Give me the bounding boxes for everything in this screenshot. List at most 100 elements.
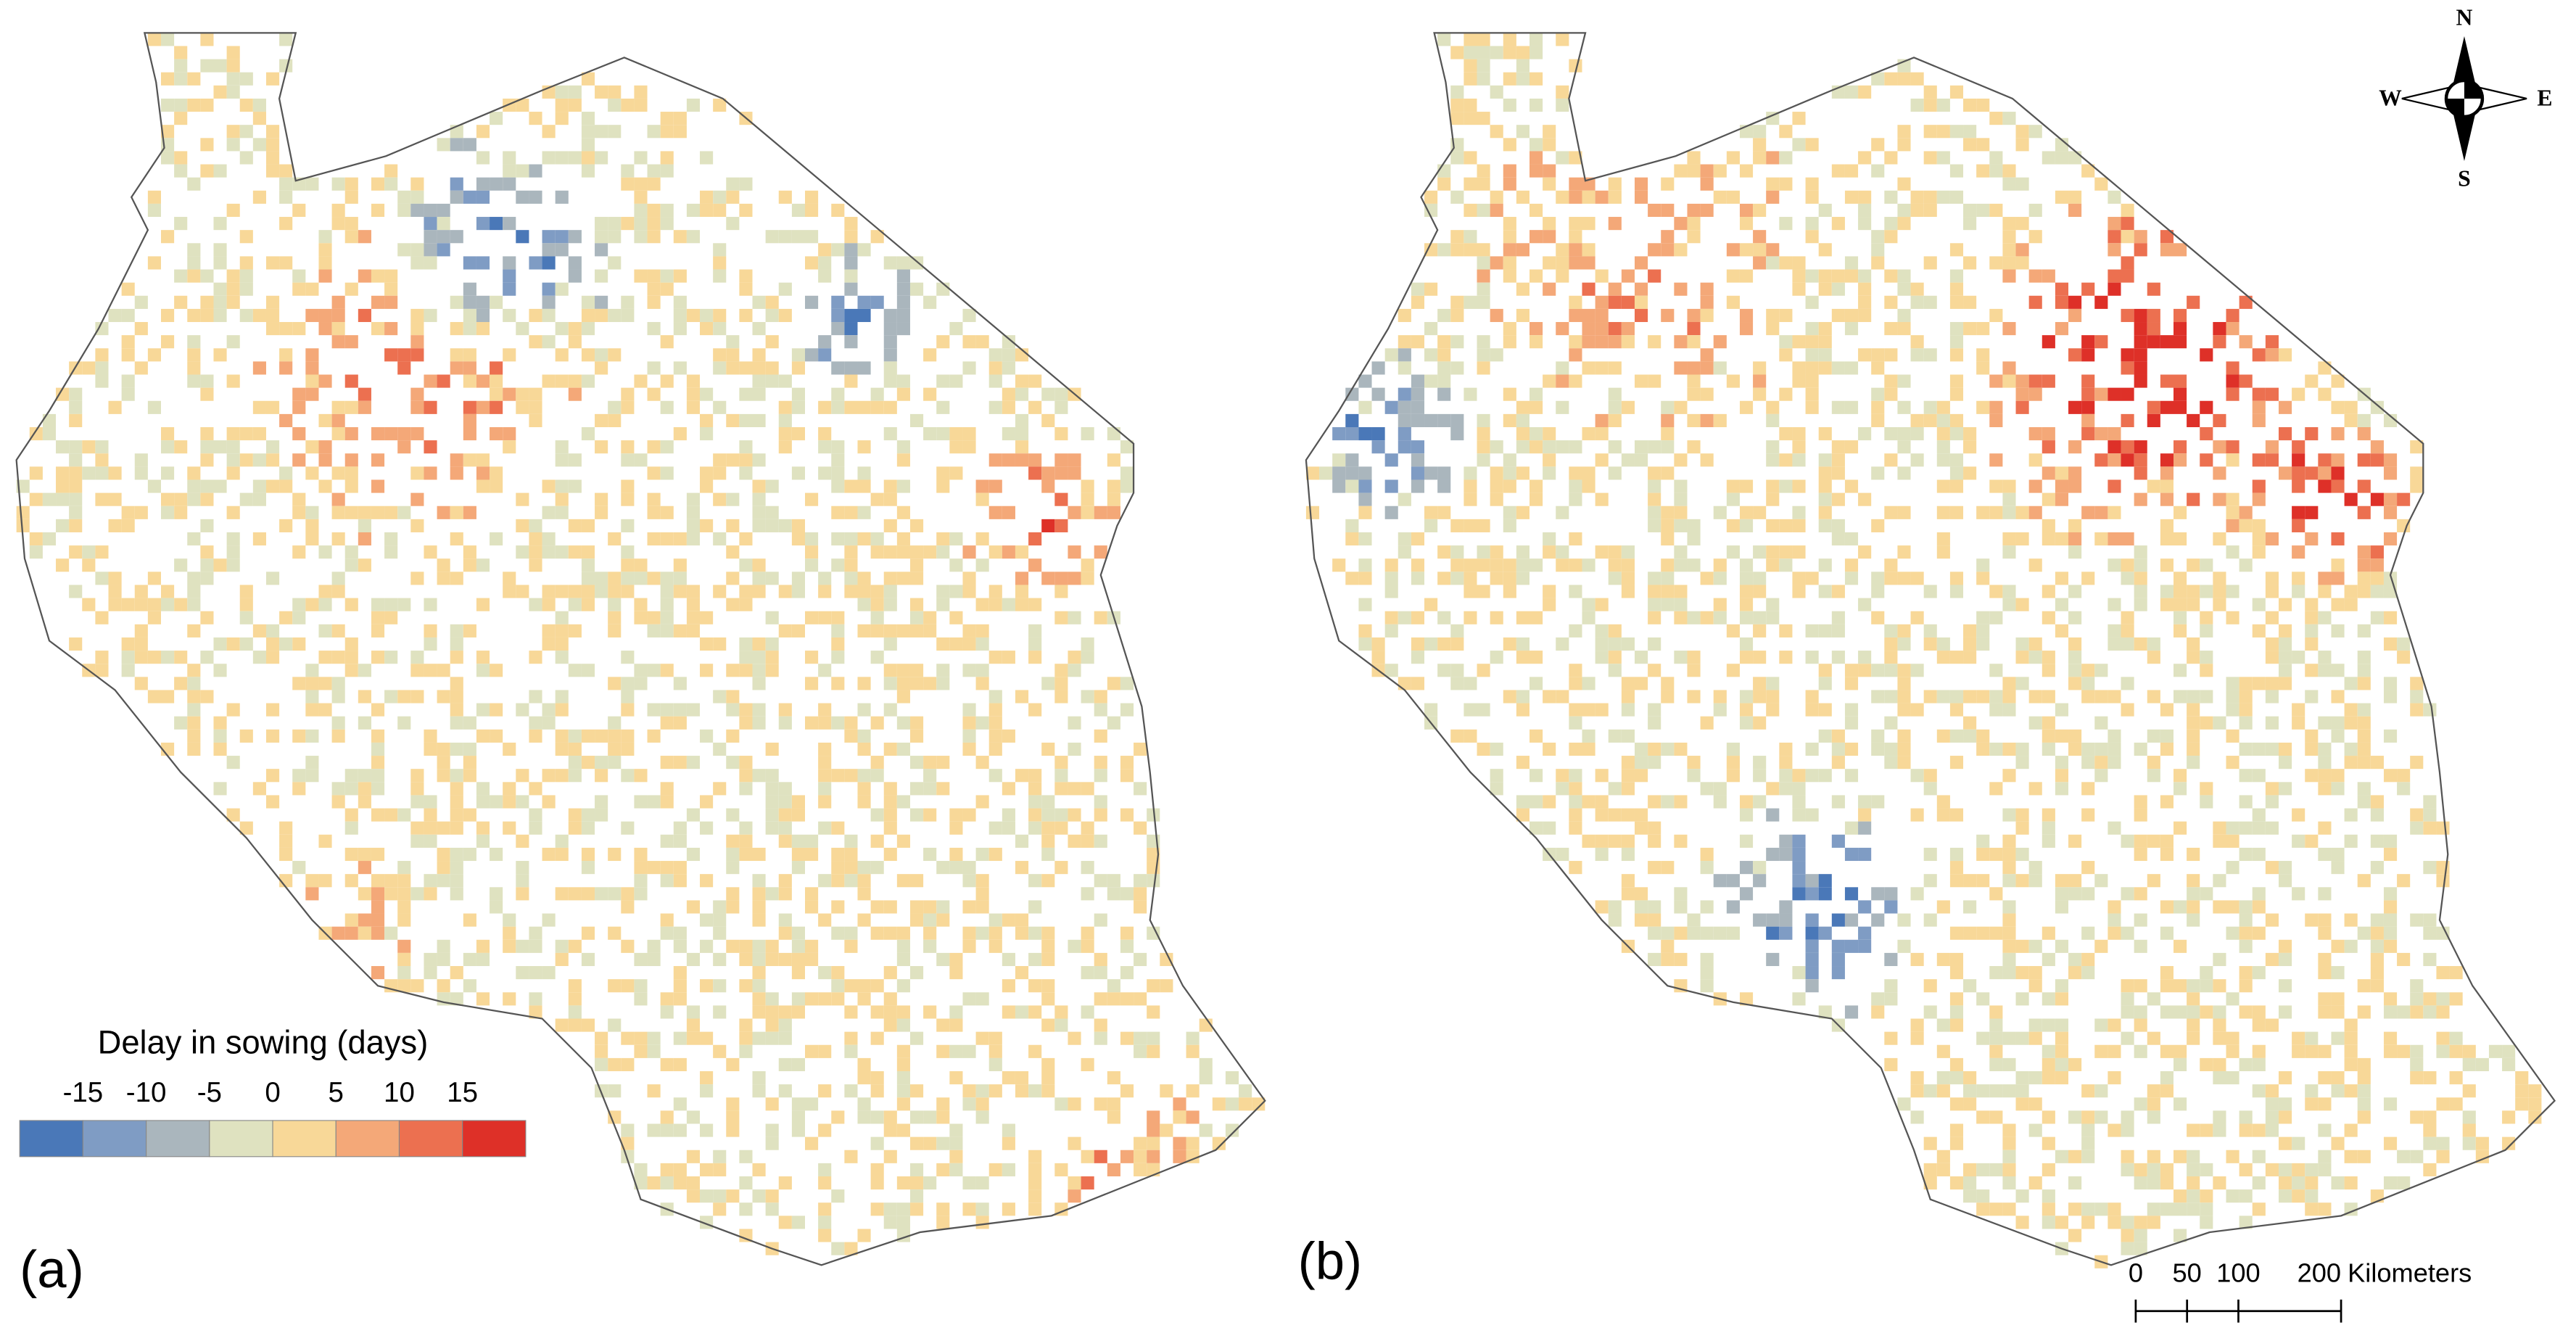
raster-cell (1844, 85, 1859, 99)
raster-cell (2147, 1097, 2160, 1111)
raster-cell (1569, 230, 1582, 244)
raster-cell (818, 1229, 832, 1242)
raster-cell (2121, 1229, 2134, 1242)
raster-cell (2423, 1071, 2437, 1085)
raster-cell (1831, 939, 1845, 953)
raster-cell (542, 545, 556, 559)
raster-cell (673, 939, 687, 953)
raster-cell (1674, 519, 1688, 532)
raster-cell (1147, 1150, 1160, 1163)
raster-cell (1358, 637, 1372, 651)
raster-cell (2068, 519, 2082, 532)
raster-cell (555, 98, 569, 112)
raster-cell (2042, 716, 2055, 730)
raster-cell (2239, 742, 2253, 756)
raster-cell (2318, 1163, 2332, 1176)
raster-cell (949, 585, 963, 598)
raster-cell (765, 795, 779, 809)
raster-cell (1897, 269, 1911, 283)
raster-cell (555, 374, 569, 388)
raster-cell (344, 374, 358, 388)
raster-cell (2370, 453, 2384, 467)
legend-swatch (462, 1120, 527, 1158)
raster-cell (463, 361, 476, 375)
raster-cell (673, 992, 687, 1006)
raster-cell (265, 400, 280, 414)
raster-cell (1134, 782, 1147, 796)
raster-cell (1107, 1110, 1120, 1124)
raster-cell (318, 269, 332, 283)
raster-cell (318, 440, 332, 454)
raster-cell (923, 387, 937, 401)
raster-cell (2226, 585, 2239, 598)
raster-cell (1700, 782, 1714, 796)
raster-cell (318, 598, 332, 611)
raster-cell (1608, 664, 1622, 677)
raster-cell (949, 558, 963, 572)
raster-cell (2200, 1057, 2213, 1071)
raster-cell (2121, 348, 2134, 362)
raster-cell (1871, 256, 1885, 270)
raster-cell (1949, 466, 1964, 480)
raster-cell (818, 742, 832, 756)
raster-cell (358, 782, 371, 796)
raster-cell (1779, 900, 1793, 914)
raster-cell (2278, 742, 2292, 756)
raster-cell (2305, 1097, 2319, 1111)
raster-cell (424, 217, 437, 231)
raster-cell (949, 847, 963, 862)
raster-cell (2002, 939, 2016, 953)
raster-cell (1450, 361, 1464, 375)
raster-cell (2436, 926, 2450, 940)
raster-cell (1490, 545, 1503, 559)
raster-cell (1976, 400, 1990, 414)
raster-cell (1028, 453, 1042, 467)
raster-cell (896, 624, 910, 638)
raster-cell (568, 85, 582, 99)
raster-cell (778, 440, 792, 454)
raster-cell (1015, 1084, 1029, 1098)
raster-cell (450, 348, 463, 362)
raster-cell (1963, 1189, 1977, 1203)
raster-cell (686, 387, 701, 401)
raster-cell (1910, 413, 1924, 427)
raster-cell (2200, 348, 2213, 362)
raster-cell (450, 453, 463, 467)
raster-cell (1989, 690, 2003, 703)
raster-cell (2318, 453, 2332, 467)
raster-cell (2042, 611, 2055, 624)
raster-cell (2213, 834, 2226, 848)
raster-cell (555, 651, 569, 664)
raster-cell (660, 400, 674, 414)
raster-cell (1949, 1071, 1964, 1085)
raster-cell (344, 847, 358, 862)
raster-cell (437, 572, 450, 585)
raster-cell (844, 335, 858, 349)
raster-cell (2292, 808, 2305, 822)
raster-cell (818, 966, 832, 980)
raster-cell (2370, 585, 2384, 598)
raster-cell (791, 466, 805, 480)
raster-cell (621, 769, 635, 783)
raster-cell (1186, 1110, 1200, 1124)
raster-cell (778, 413, 792, 427)
raster-cell (1936, 952, 1950, 967)
raster-cell (608, 756, 622, 769)
raster-cell (358, 887, 371, 901)
raster-cell (634, 992, 648, 1006)
raster-cell (2292, 545, 2305, 559)
raster-cell (1094, 1097, 1107, 1111)
raster-cell (1726, 479, 1740, 493)
raster-cell (134, 466, 148, 480)
raster-cell (2528, 1110, 2542, 1124)
raster-cell (1910, 72, 1924, 86)
raster-cell (1792, 440, 1806, 454)
raster-cell (988, 847, 1002, 862)
raster-cell (962, 992, 976, 1006)
raster-cell (252, 479, 266, 493)
raster-cell (2121, 677, 2134, 690)
raster-cell (831, 874, 845, 888)
raster-cell (1739, 203, 1754, 218)
raster-cell (2134, 1018, 2147, 1032)
raster-cell (2239, 506, 2253, 519)
